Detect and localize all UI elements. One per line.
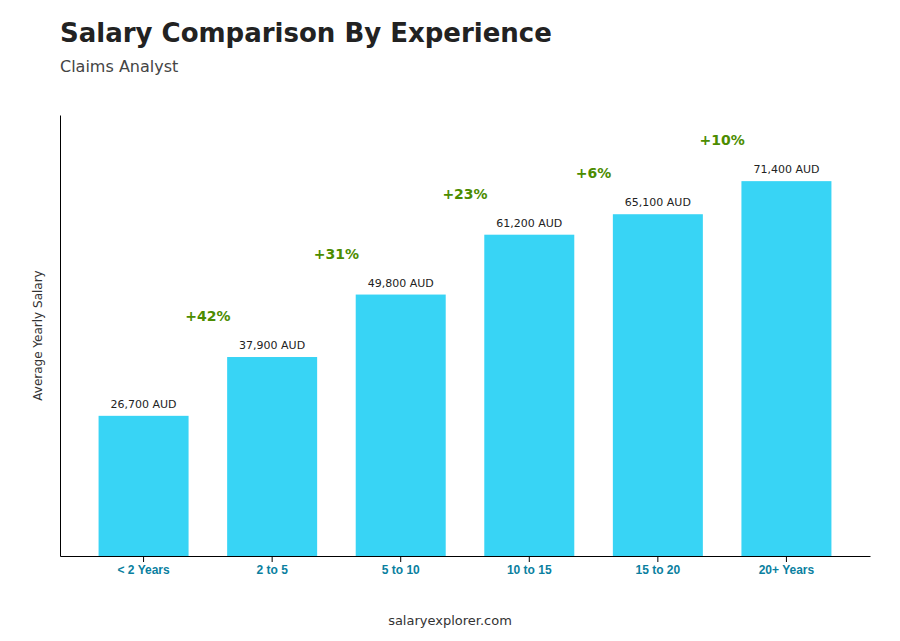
x-axis: < 2 Years 2 to 5 5 to 10 10 to 15 15 to 20 20… bbox=[61, 556, 871, 577]
x-tick-mark bbox=[400, 556, 401, 562]
x-tick: 20+ Years bbox=[759, 556, 815, 577]
x-tick: 10 to 15 bbox=[507, 556, 552, 577]
bar bbox=[741, 181, 831, 556]
y-axis bbox=[60, 116, 61, 557]
bar bbox=[484, 235, 574, 556]
bar bbox=[613, 214, 703, 556]
annotation: +42% bbox=[185, 308, 230, 324]
x-tick-label: 10 to 15 bbox=[507, 563, 552, 577]
data-label: 61,200 AUD bbox=[496, 217, 562, 230]
x-tick-label: 2 to 5 bbox=[256, 563, 288, 577]
x-tick-mark bbox=[143, 556, 144, 562]
subtitle: Claims Analyst bbox=[60, 57, 178, 76]
bar bbox=[227, 357, 317, 556]
x-tick-mark bbox=[529, 556, 530, 562]
x-tick-mark bbox=[786, 556, 787, 562]
x-tick-label: 5 to 10 bbox=[382, 563, 420, 577]
x-tick: 15 to 20 bbox=[636, 556, 681, 577]
data-label: 26,700 AUD bbox=[111, 398, 177, 411]
x-tick: 5 to 10 bbox=[382, 556, 420, 577]
annotation: +31% bbox=[314, 246, 359, 262]
annotation: +10% bbox=[700, 132, 745, 148]
x-tick: 2 to 5 bbox=[256, 556, 288, 577]
x-axis-line bbox=[61, 556, 871, 557]
x-tick-mark bbox=[272, 556, 273, 562]
data-label: 71,400 AUD bbox=[753, 163, 819, 176]
bar bbox=[99, 416, 189, 556]
title: Salary Comparison By Experience bbox=[60, 18, 552, 48]
x-tick-label: < 2 Years bbox=[117, 563, 169, 577]
x-tick: < 2 Years bbox=[117, 556, 169, 577]
chart: Salary Comparison By Experience Claims An… bbox=[0, 0, 900, 641]
bar bbox=[356, 295, 446, 556]
data-labels: 26,700 AUD 37,900 AUD 49,800 AUD 61,200 AUD… bbox=[111, 163, 820, 411]
annotation: +6% bbox=[576, 165, 612, 181]
data-label: 49,800 AUD bbox=[368, 277, 434, 290]
x-tick-label: 15 to 20 bbox=[636, 563, 681, 577]
y-axis-line bbox=[60, 116, 61, 557]
bars bbox=[99, 181, 832, 556]
y-axis-title: Average Yearly Salary bbox=[31, 270, 45, 400]
data-label: 65,100 AUD bbox=[625, 196, 691, 209]
footer: salaryexplorer.com bbox=[388, 613, 512, 628]
annotation: +23% bbox=[442, 186, 487, 202]
x-tick-label: 20+ Years bbox=[759, 563, 815, 577]
data-label: 37,900 AUD bbox=[239, 339, 305, 352]
x-tick-mark bbox=[657, 556, 658, 562]
annotations: +42% +31% +23% +6% +10% bbox=[185, 132, 745, 324]
